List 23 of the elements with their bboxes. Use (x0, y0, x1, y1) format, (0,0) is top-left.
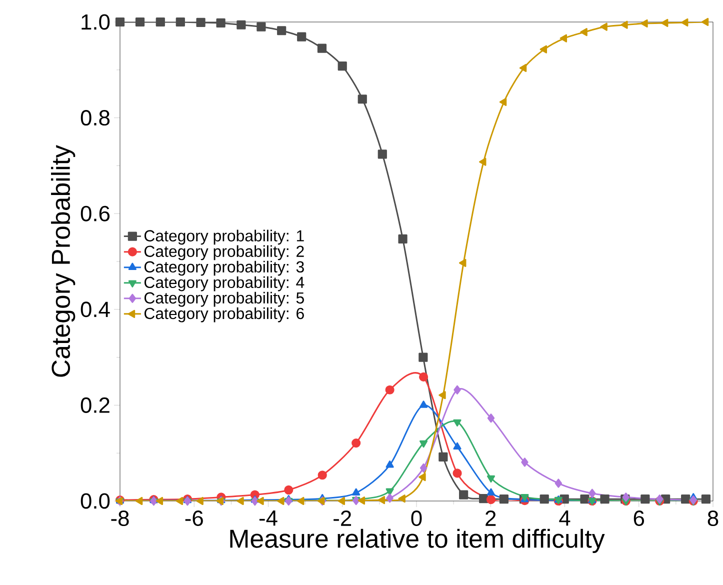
x-tick-label: 4 (559, 510, 570, 526)
x-tick-label: -4 (259, 510, 278, 526)
y-tick-label: 0.6 (80, 206, 110, 222)
x-tick-label: -8 (111, 510, 129, 526)
legend-label: Category probability: 3 (144, 260, 304, 276)
legend-label: Category probability: 1 (144, 230, 304, 245)
x-tick-label: 2 (486, 510, 496, 526)
legend-label: Category probability: 5 (144, 292, 304, 307)
x-tick-label: 0 (411, 510, 422, 526)
y-tick-label: 0.2 (80, 397, 110, 413)
y-tick-label: 0.4 (80, 302, 110, 318)
legend-label: Category probability: 6 (144, 307, 304, 322)
x-tick-label: 6 (634, 510, 644, 526)
x-tick-label: -6 (185, 510, 203, 526)
y-tick-label: 0.8 (80, 110, 110, 126)
y-tick-label: 1.0 (82, 14, 110, 30)
legend-label: Category probability: 2 (144, 245, 304, 260)
x-tick-label: 8 (708, 510, 718, 526)
y-axis-title: Category Probability (51, 144, 76, 377)
x-tick-label: -2 (334, 510, 352, 526)
legend-label: Category probability: 4 (144, 276, 304, 292)
y-tick-label: 0.0 (80, 493, 110, 509)
x-axis-title: Measure relative to item difficulty (230, 528, 605, 554)
